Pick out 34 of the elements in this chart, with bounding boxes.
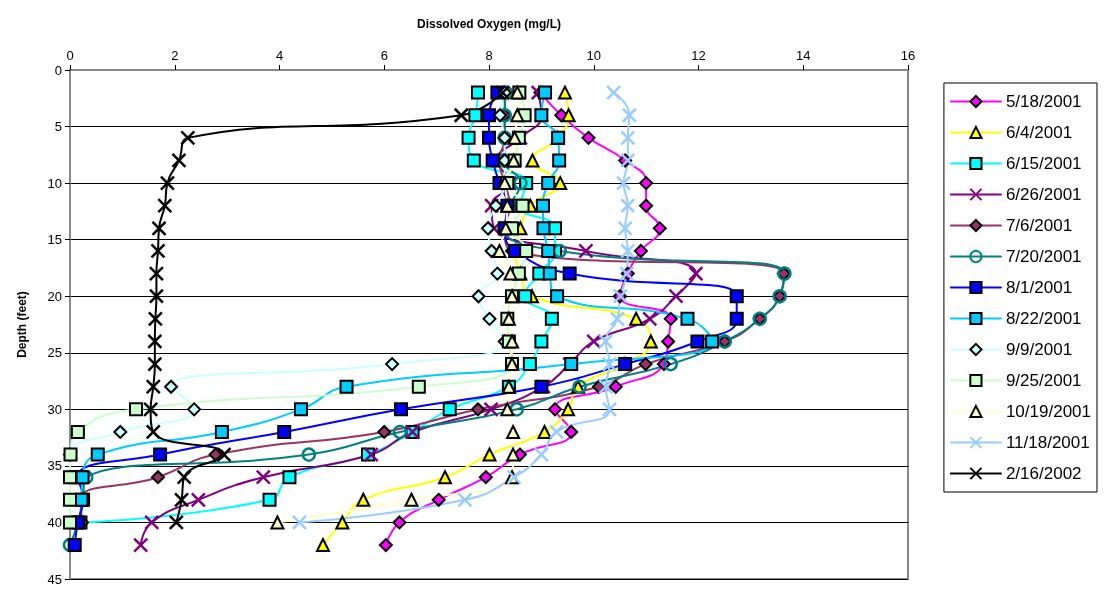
legend-label: 2/16/2002	[1005, 464, 1082, 483]
legend-label: 10/19/2001	[1005, 402, 1092, 421]
x-axis-title: Dissolved Oxygen (mg/L)	[416, 17, 562, 31]
legend-label: 7/20/2001	[1005, 247, 1082, 266]
x-tick-label: 12	[691, 48, 706, 63]
legend-label: 7/6/2001	[1005, 216, 1073, 235]
y-tick-label: 25	[47, 345, 62, 361]
x-tick-label: 4	[275, 48, 284, 63]
x-tick-label: 0	[66, 48, 74, 63]
legend-label: 6/15/2001	[1005, 154, 1082, 173]
y-tick-label: 0	[54, 62, 62, 78]
y-tick-label: 5	[54, 119, 62, 135]
legend-label: 9/9/2001	[1005, 340, 1073, 359]
y-tick-label: 20	[47, 288, 62, 304]
y-tick-label: 15	[47, 232, 62, 248]
x-tick-label: 8	[485, 48, 493, 63]
legend-label: 6/4/2001	[1005, 123, 1073, 142]
legend-label: 8/1/2001	[1005, 278, 1073, 297]
y-tick-label: 10	[47, 175, 62, 191]
legend-label: 11/18/2001	[1005, 433, 1090, 452]
legend-label: 8/22/2001	[1005, 309, 1082, 328]
x-tick-label: 6	[380, 48, 388, 63]
y-tick-label: 30	[47, 401, 62, 417]
legend-label: 6/26/2001	[1005, 185, 1082, 204]
legend-label: 5/18/2001	[1005, 92, 1082, 111]
x-tick-label: 10	[586, 48, 601, 63]
legend-label: 9/25/2001	[1005, 371, 1082, 390]
x-tick-label: 14	[796, 48, 811, 63]
y-axis-title: Depth (feet)	[15, 291, 29, 358]
x-tick-label: 16	[900, 48, 916, 63]
y-tick-label: 35	[47, 458, 62, 474]
y-tick-label: 40	[47, 514, 62, 530]
x-tick-label: 2	[171, 48, 179, 63]
y-tick-label: 45	[47, 571, 62, 587]
